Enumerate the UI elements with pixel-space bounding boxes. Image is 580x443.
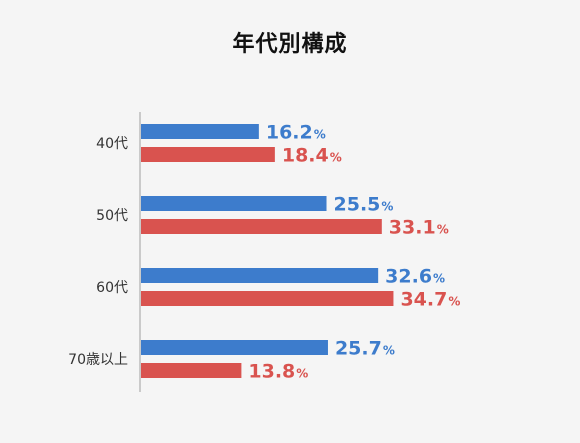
data-label-unit: % — [381, 200, 393, 214]
bar — [141, 219, 382, 234]
data-label-value: 33.1 — [389, 217, 436, 239]
bar — [141, 124, 259, 139]
labels-layer: 40代16.2%18.4%50代25.5%33.1%60代32.6%34.7%7… — [68, 122, 460, 383]
chart-title: 年代別構成 — [232, 32, 348, 57]
bar — [141, 268, 379, 283]
data-label-value: 32.6 — [385, 266, 432, 288]
data-label-unit: % — [433, 272, 445, 286]
data-label-unit: % — [437, 223, 449, 237]
category-label: 60代 — [96, 280, 128, 296]
data-label-unit: % — [383, 344, 395, 358]
data-label: 34.7% — [400, 289, 460, 311]
bars-layer — [141, 124, 394, 378]
data-label: 25.5% — [334, 194, 394, 216]
data-label: 32.6% — [385, 266, 445, 288]
bar — [141, 340, 328, 355]
data-label-unit: % — [330, 151, 342, 165]
data-label: 18.4% — [282, 145, 342, 167]
data-label-value: 16.2 — [266, 122, 313, 144]
category-label: 70歳以上 — [68, 352, 128, 368]
data-label-value: 13.8 — [248, 361, 295, 383]
data-label: 16.2% — [266, 122, 326, 144]
category-label: 40代 — [96, 136, 128, 152]
bar — [141, 147, 275, 162]
bar — [141, 363, 242, 378]
data-label-value: 25.5 — [334, 194, 381, 216]
data-label: 25.7% — [335, 338, 395, 360]
bar — [141, 291, 394, 306]
data-label: 33.1% — [389, 217, 449, 239]
data-label-value: 34.7 — [400, 289, 447, 311]
data-label-unit: % — [448, 295, 460, 309]
data-label: 13.8% — [248, 361, 308, 383]
data-label-value: 25.7 — [335, 338, 382, 360]
bar — [141, 196, 327, 211]
data-label-unit: % — [314, 128, 326, 142]
data-label-unit: % — [296, 367, 308, 381]
data-label-value: 18.4 — [282, 145, 329, 167]
category-label: 50代 — [96, 208, 128, 224]
